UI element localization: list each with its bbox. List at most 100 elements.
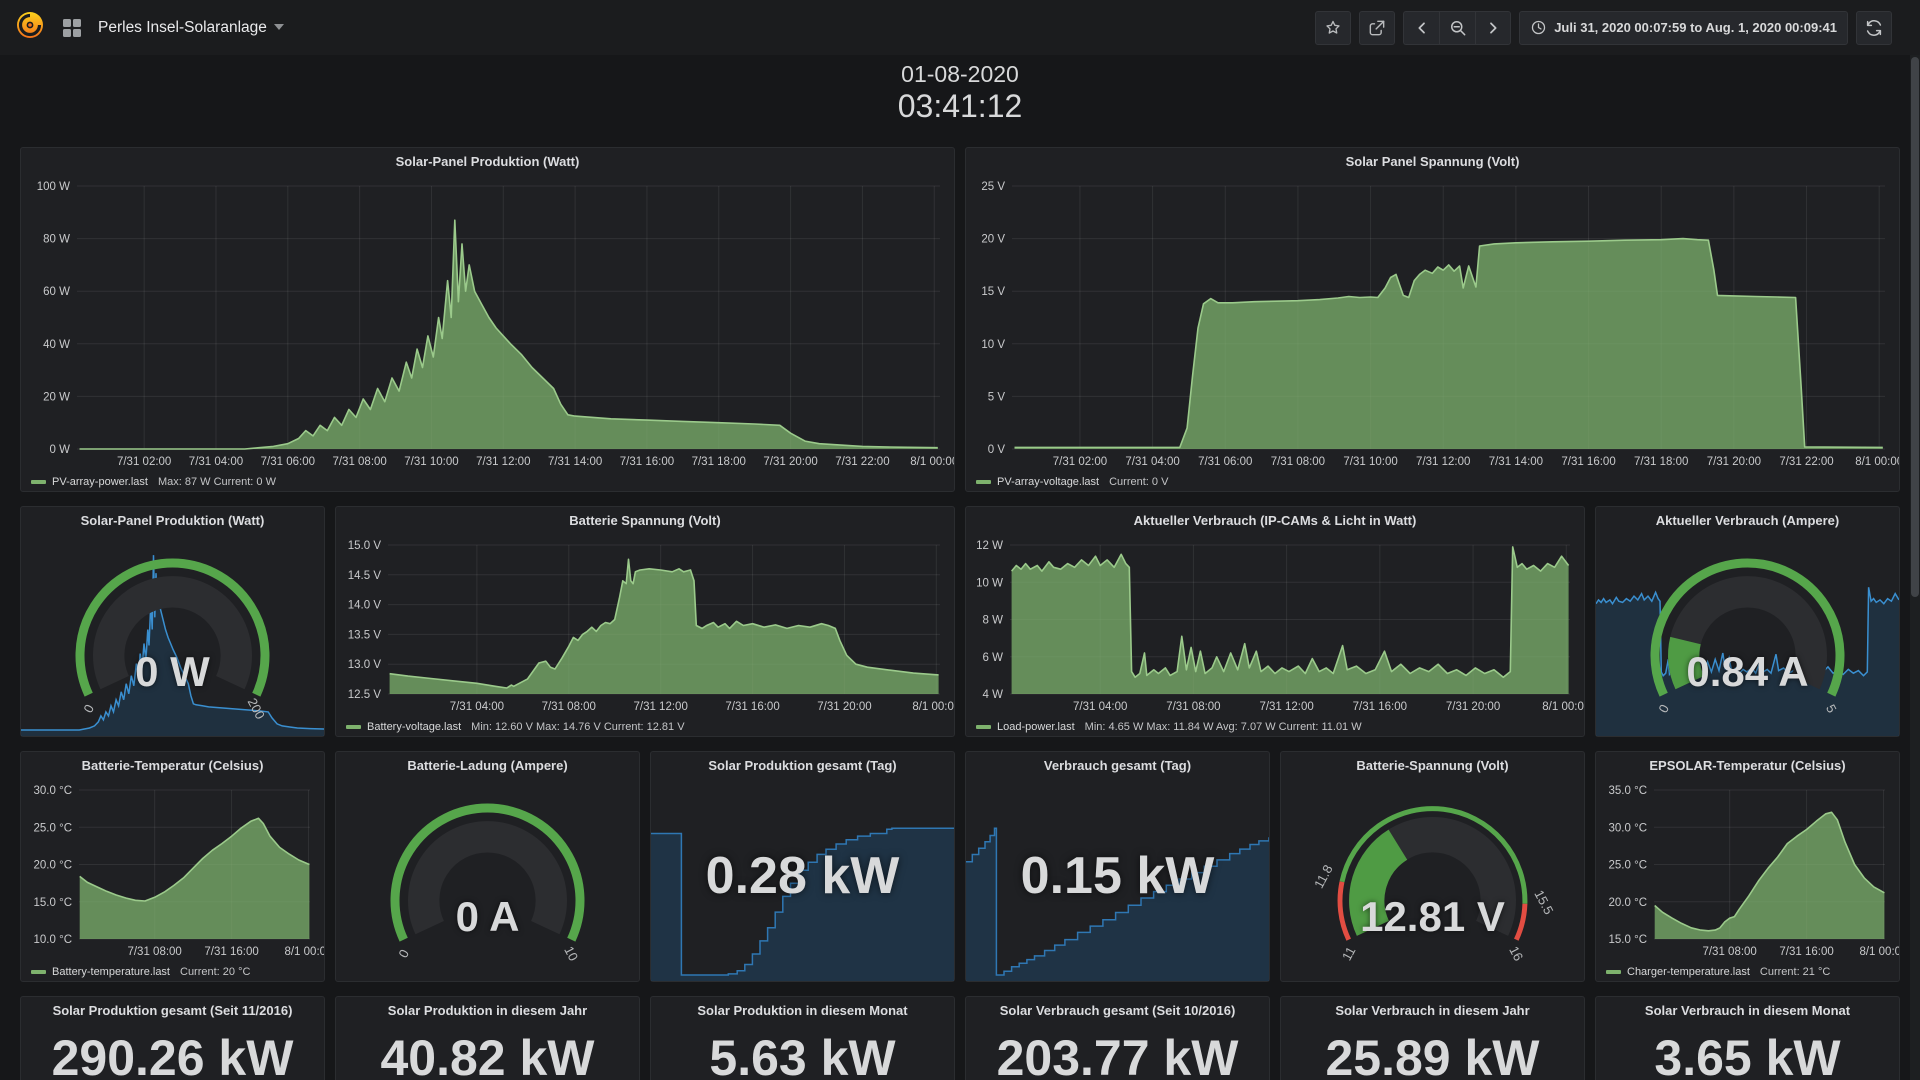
legend: Load-power.last Min: 4.65 W Max: 11.84 W …: [976, 721, 1362, 733]
gauge-value: 0.84 A: [1686, 647, 1809, 695]
series-name[interactable]: Battery-temperature.last: [52, 966, 170, 978]
stat-value: 40.82 kW: [380, 1030, 595, 1080]
grafana-logo[interactable]: [14, 9, 46, 46]
svg-text:7/31 10:00: 7/31 10:00: [1343, 456, 1397, 468]
stat-value: 290.26 kW: [51, 1030, 294, 1080]
svg-text:7/31 04:00: 7/31 04:00: [189, 456, 243, 468]
chevron-right-icon: [1490, 21, 1497, 34]
panel-title[interactable]: Aktueller Verbrauch (Ampere): [1655, 513, 1840, 528]
share-icon: [1369, 20, 1385, 35]
panel-title[interactable]: Batterie-Spannung (Volt): [1356, 758, 1509, 773]
panel-title[interactable]: Solar Verbrauch in diesem Monat: [1644, 1003, 1851, 1018]
svg-text:7/31 18:00: 7/31 18:00: [692, 456, 746, 468]
series-color-dash[interactable]: [976, 725, 991, 730]
pv-voltage-chart[interactable]: 7/31 02:00 7/31 04:00 7/31 06:00 7/31 08:00…: [966, 176, 1899, 471]
panel-title[interactable]: Solar Produktion gesamt (Tag): [708, 758, 897, 773]
svg-text:7/31 08:00: 7/31 08:00: [127, 946, 181, 958]
svg-text:7/31 16:00: 7/31 16:00: [620, 456, 674, 468]
dashboard-title-dropdown[interactable]: Perles Insel-Solaranlage: [98, 19, 284, 37]
panel-body: 11 16 11.8 15.5 12.81 V: [1281, 780, 1584, 981]
pv-power-chart[interactable]: 7/31 02:00 7/31 04:00 7/31 06:00 7/31 08:00…: [21, 176, 954, 471]
svg-text:30.0 °C: 30.0 °C: [34, 785, 72, 797]
time-back-button[interactable]: [1403, 10, 1440, 45]
load-power-chart[interactable]: 7/31 04:00 7/31 08:00 7/31 12:00 7/31 16:00…: [966, 535, 1584, 716]
panel-title[interactable]: Solar Produktion in diesem Monat: [697, 1003, 908, 1018]
panel-title[interactable]: Solar Produktion in diesem Jahr: [387, 1003, 588, 1018]
svg-text:15.0 °C: 15.0 °C: [1609, 934, 1647, 946]
legend: PV-array-voltage.last Current: 0 V: [976, 476, 1168, 488]
series-name[interactable]: PV-array-power.last: [52, 476, 148, 488]
svg-text:7/31 16:00: 7/31 16:00: [1561, 456, 1615, 468]
svg-text:10 V: 10 V: [981, 339, 1005, 351]
series-stats: Min: 12.60 V Max: 14.76 V Current: 12.81…: [471, 721, 685, 733]
series-stats: Current: 21 °C: [1759, 966, 1831, 978]
svg-text:7/31 16:00: 7/31 16:00: [1779, 946, 1833, 958]
stat-value: 0.28 kW: [705, 847, 900, 906]
prod-day-sparkline: [651, 827, 954, 981]
share-button[interactable]: [1359, 10, 1396, 45]
panel-title[interactable]: Batterie-Temperatur (Celsius): [81, 758, 264, 773]
stat-value: 3.65 kW: [1654, 1030, 1841, 1080]
panel-title[interactable]: Verbrauch gesamt (Tag): [1043, 758, 1192, 773]
clock-date: 01-08-2020: [901, 61, 1019, 87]
time-range-picker[interactable]: Juli 31, 2020 00:07:59 to Aug. 1, 2020 0…: [1519, 10, 1848, 45]
legend: Battery-voltage.last Min: 12.60 V Max: 14…: [346, 721, 685, 733]
panel-stat-verbrauch-year: Solar Verbrauch in diesem Jahr 25.89 kW: [1280, 996, 1585, 1080]
panel-body: 7/31 02:00 7/31 04:00 7/31 06:00 7/31 08:00…: [966, 176, 1899, 491]
charger-temp-chart[interactable]: 7/31 08:00 7/31 16:00 8/1 00:00 35.0 °C 30.0…: [1596, 780, 1899, 961]
battery-voltage-chart[interactable]: 7/31 04:00 7/31 08:00 7/31 12:00 7/31 16:00…: [336, 535, 954, 716]
series-name[interactable]: PV-array-voltage.last: [997, 476, 1100, 488]
svg-text:7/31 02:00: 7/31 02:00: [1053, 456, 1107, 468]
time-forward-button[interactable]: [1475, 10, 1512, 45]
svg-text:7/31 04:00: 7/31 04:00: [450, 701, 504, 713]
panel-title[interactable]: Solar Produktion gesamt (Seit 11/2016): [52, 1003, 293, 1018]
panel-title[interactable]: EPSOLAR-Temperatur (Celsius): [1649, 758, 1846, 773]
panel-title[interactable]: Solar Verbrauch gesamt (Seit 10/2016): [999, 1003, 1236, 1018]
zoom-out-button[interactable]: [1439, 10, 1476, 45]
panel-title[interactable]: Batterie Spannung (Volt): [569, 513, 721, 528]
stat-value: 25.89 kW: [1325, 1030, 1540, 1080]
series-color-dash[interactable]: [31, 480, 46, 485]
panel-body: 0 200 0 W: [21, 535, 324, 736]
gauge-value: 12.81 V: [1360, 892, 1505, 940]
panel-title[interactable]: Aktueller Verbrauch (IP-CAMs & Licht in …: [1133, 513, 1417, 528]
panel-title[interactable]: Solar Panel Spannung (Volt): [1345, 154, 1520, 169]
refresh-button[interactable]: [1856, 10, 1892, 45]
scrollbar-thumb[interactable]: [1911, 57, 1919, 597]
svg-text:0: 0: [395, 947, 412, 960]
svg-text:7/31 08:00: 7/31 08:00: [542, 701, 596, 713]
apps-grid-icon[interactable]: [60, 16, 84, 40]
series-stats: Min: 4.65 W Max: 11.84 W Avg: 7.07 W Cur…: [1084, 721, 1362, 733]
svg-text:15.0 °C: 15.0 °C: [34, 897, 72, 909]
svg-text:7/31 18:00: 7/31 18:00: [1634, 456, 1688, 468]
panel-title[interactable]: Solar Verbrauch in diesem Jahr: [1335, 1003, 1530, 1018]
caret-down-icon: [273, 24, 284, 30]
series-color-dash[interactable]: [976, 480, 991, 485]
panel-pv-power: Solar-Panel Produktion (Watt) 7/31 02:00…: [20, 147, 955, 492]
series-color-dash[interactable]: [346, 725, 361, 730]
navbar: Perles Insel-Solaranlage: [0, 0, 1920, 55]
svg-text:7/31 20:00: 7/31 20:00: [1707, 456, 1761, 468]
panel-title[interactable]: Solar-Panel Produktion (Watt): [80, 513, 265, 528]
svg-text:4 W: 4 W: [983, 689, 1004, 701]
series-name[interactable]: Charger-temperature.last: [1627, 966, 1750, 978]
svg-text:8/1 00:00: 8/1 00:00: [912, 701, 954, 713]
series-name[interactable]: Load-power.last: [997, 721, 1075, 733]
star-button[interactable]: [1315, 10, 1352, 45]
svg-text:7/31 08:00: 7/31 08:00: [1271, 456, 1325, 468]
svg-text:7/31 12:00: 7/31 12:00: [633, 701, 687, 713]
battery-temp-chart[interactable]: 7/31 08:00 7/31 16:00 8/1 00:00 30.0 °C 25.0…: [21, 780, 324, 961]
series-color-dash[interactable]: [1606, 970, 1621, 975]
svg-text:7/31 22:00: 7/31 22:00: [835, 456, 889, 468]
panel-title[interactable]: Batterie-Ladung (Ampere): [407, 758, 568, 773]
series-color-dash[interactable]: [31, 970, 46, 975]
svg-text:14.5 V: 14.5 V: [348, 570, 382, 582]
zoom-out-icon: [1450, 20, 1466, 35]
svg-text:7/31 08:00: 7/31 08:00: [332, 456, 386, 468]
svg-text:7/31 14:00: 7/31 14:00: [548, 456, 602, 468]
series-name[interactable]: Battery-voltage.last: [367, 721, 462, 733]
svg-text:25.0 °C: 25.0 °C: [1609, 860, 1647, 872]
star-icon: [1326, 20, 1340, 34]
panel-title[interactable]: Solar-Panel Produktion (Watt): [395, 154, 580, 169]
